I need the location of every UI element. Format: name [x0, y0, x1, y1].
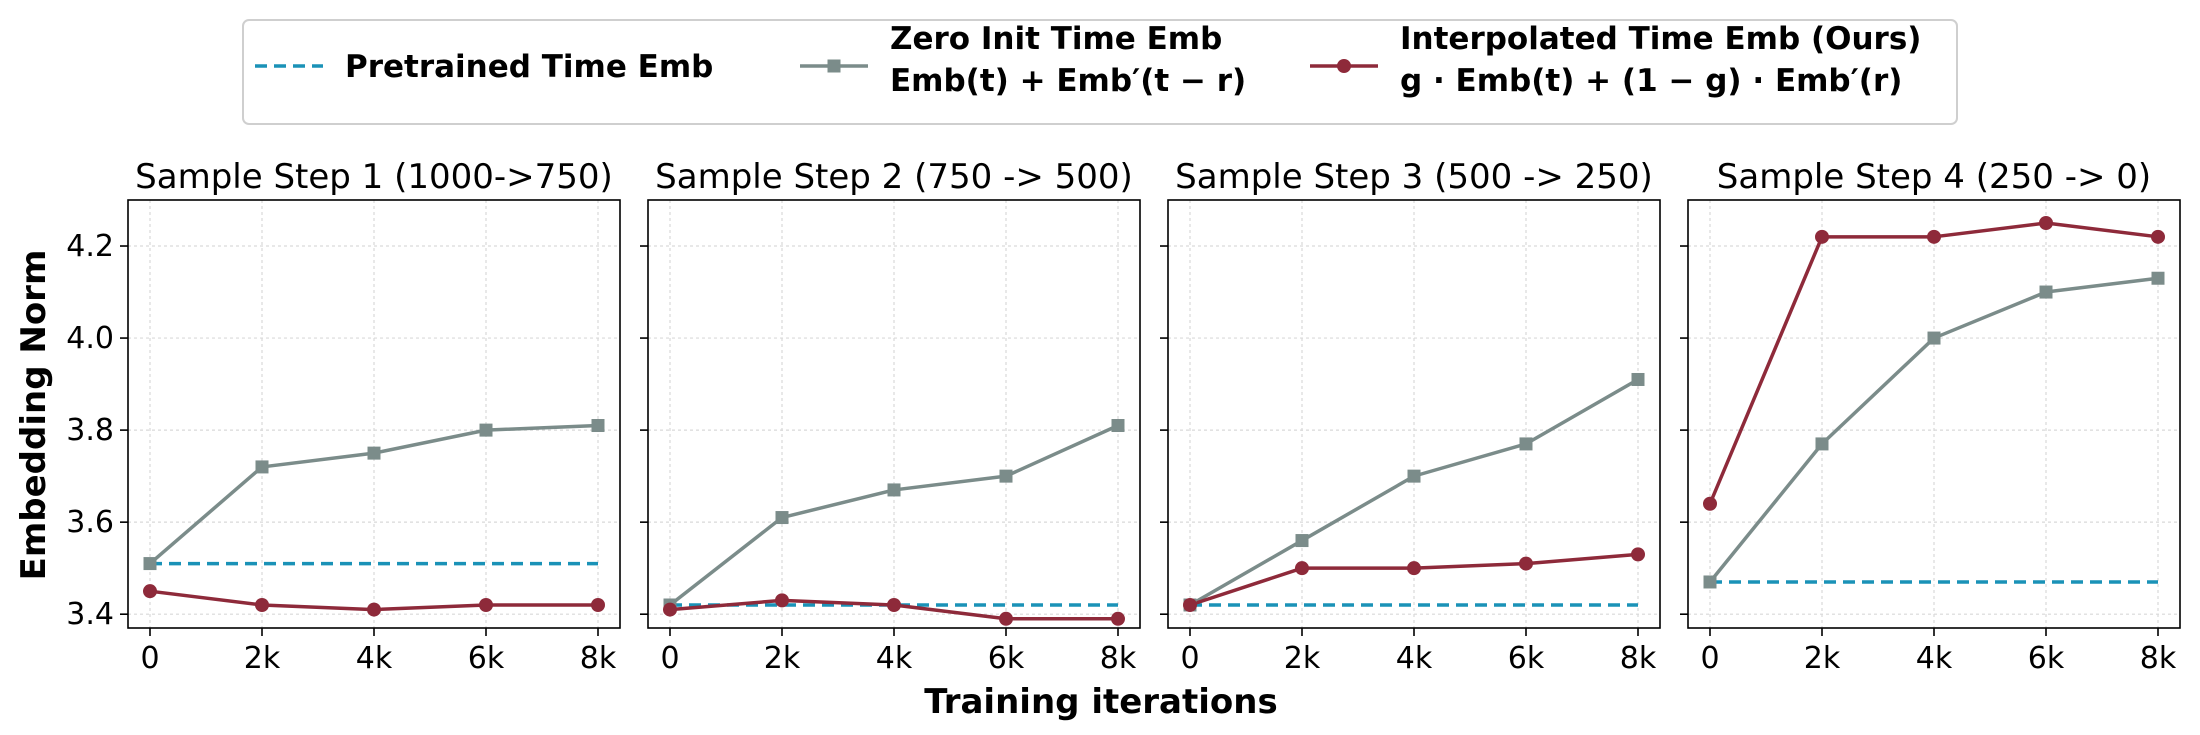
- marker-interpolated: [887, 597, 901, 612]
- marker-interpolated: [1631, 547, 1645, 562]
- x-tick-label: 8k: [1100, 641, 1137, 676]
- legend-item-interpolated: Interpolated Time Emb (Ours) g · Emb(t) +…: [1310, 21, 1921, 99]
- panel-title: Sample Step 2 (750 -> 500): [655, 157, 1133, 197]
- marker-zero_init: [1927, 331, 1941, 345]
- y-tick-label: 4.0: [66, 321, 114, 356]
- y-tick-label: 3.6: [66, 505, 114, 540]
- marker-zero_init: [2151, 271, 2165, 285]
- x-tick-label: 2k: [1284, 641, 1321, 676]
- marker-interpolated: [1927, 229, 1941, 244]
- x-tick-label: 4k: [356, 641, 393, 676]
- marker-interpolated: [1407, 561, 1421, 576]
- x-tick-label: 0: [140, 641, 159, 676]
- marker-interpolated: [1111, 611, 1125, 626]
- legend-label: Pretrained Time Emb: [345, 49, 713, 85]
- legend-label: Interpolated Time Emb (Ours): [1400, 21, 1921, 57]
- marker-zero_init: [999, 469, 1013, 483]
- marker-interpolated: [1703, 496, 1717, 511]
- panel-1: 0 2k 4k 6k 8k 3.4 3.6 3.8 4.0 4.2 Sample Step 1 (1…: [66, 157, 621, 676]
- x-axis-label: Training iterations: [924, 682, 1277, 722]
- legend-label: Emb(t) + Emb′(t − r): [890, 63, 1246, 99]
- legend-label: Zero Init Time Emb: [890, 21, 1222, 57]
- marker-interpolated: [999, 611, 1013, 626]
- panel-title: Sample Step 1 (1000->750): [135, 157, 613, 197]
- x-tick-label: 8k: [1620, 641, 1657, 676]
- marker-interpolated: [1815, 229, 1829, 244]
- y-tick-label: 3.4: [66, 597, 114, 632]
- marker-zero_init: [1519, 437, 1533, 451]
- x-tick-label: 0: [660, 641, 679, 676]
- marker-zero_init: [1631, 372, 1645, 386]
- marker-interpolated: [775, 593, 789, 608]
- legend-marker: [1337, 59, 1351, 73]
- x-tick-label: 2k: [1804, 641, 1841, 676]
- panel-3: 0 2k 4k 6k 8k Sample Step 3 (500 -> 250): [1160, 157, 1661, 676]
- x-tick-label: 2k: [244, 641, 281, 676]
- marker-zero_init: [1407, 469, 1421, 483]
- y-tick-label: 3.8: [66, 413, 114, 448]
- marker-zero_init: [479, 423, 493, 437]
- marker-zero_init: [591, 419, 605, 433]
- marker-zero_init: [367, 446, 381, 460]
- legend-item-zero_init: Zero Init Time Emb Emb(t) + Emb′(t − r): [800, 21, 1246, 99]
- marker-interpolated: [2039, 216, 2053, 231]
- marker-zero_init: [255, 460, 269, 474]
- x-tick-label: 6k: [468, 641, 505, 676]
- marker-interpolated: [591, 597, 605, 612]
- plot-area: [128, 200, 620, 628]
- x-tick-label: 6k: [1508, 641, 1545, 676]
- x-tick-label: 4k: [876, 641, 913, 676]
- plot-area: [1688, 200, 2180, 628]
- marker-zero_init: [143, 557, 157, 571]
- y-axis-label: Embedding Norm: [14, 250, 54, 581]
- marker-zero_init: [1815, 437, 1829, 451]
- panel-title: Sample Step 4 (250 -> 0): [1717, 157, 2151, 197]
- marker-interpolated: [1295, 561, 1309, 576]
- marker-zero_init: [1111, 419, 1125, 433]
- legend-item-pretrained: Pretrained Time Emb: [255, 49, 713, 85]
- x-tick-label: 0: [1700, 641, 1719, 676]
- marker-zero_init: [1703, 575, 1717, 589]
- legend-marker: [827, 59, 841, 73]
- marker-zero_init: [1295, 534, 1309, 548]
- marker-interpolated: [367, 602, 381, 617]
- marker-interpolated: [255, 597, 269, 612]
- marker-zero_init: [2039, 285, 2053, 299]
- marker-zero_init: [775, 511, 789, 525]
- x-tick-label: 6k: [2028, 641, 2065, 676]
- marker-interpolated: [1183, 597, 1197, 612]
- x-tick-label: 6k: [988, 641, 1025, 676]
- marker-zero_init: [887, 483, 901, 497]
- y-tick-label: 4.2: [66, 229, 114, 264]
- marker-interpolated: [2151, 229, 2165, 244]
- marker-interpolated: [663, 602, 677, 617]
- x-tick-label: 2k: [764, 641, 801, 676]
- x-tick-label: 4k: [1396, 641, 1433, 676]
- marker-interpolated: [143, 584, 157, 599]
- legend-label: g · Emb(t) + (1 − g) · Emb′(r): [1400, 63, 1902, 99]
- legend: Pretrained Time Emb Zero Init Time Emb Emb…: [242, 19, 1958, 125]
- legend-box: [242, 19, 1958, 125]
- x-tick-label: 0: [1180, 641, 1199, 676]
- panel-4: 0 2k 4k 6k 8k Sample Step 4 (250 -> 0): [1680, 157, 2181, 676]
- x-tick-label: 4k: [1916, 641, 1953, 676]
- panel-2: 0 2k 4k 6k 8k Sample Step 2 (750 -> 500): [640, 157, 1141, 676]
- panel-title: Sample Step 3 (500 -> 250): [1175, 157, 1653, 197]
- x-tick-label: 8k: [580, 641, 617, 676]
- x-tick-label: 8k: [2140, 641, 2177, 676]
- marker-interpolated: [1519, 556, 1533, 571]
- marker-interpolated: [479, 597, 493, 612]
